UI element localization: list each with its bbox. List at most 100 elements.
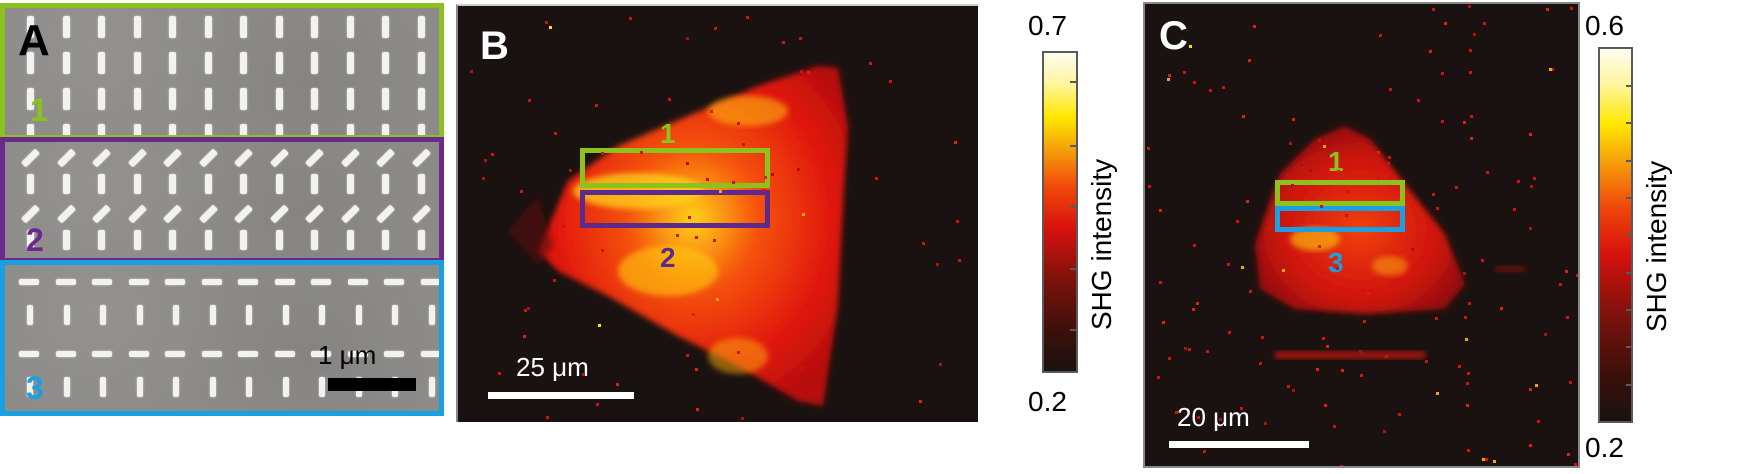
noise-speckle — [1196, 302, 1199, 305]
nanorod — [311, 279, 331, 285]
noise-speckle — [616, 383, 619, 386]
nanorod — [128, 351, 149, 357]
nanorod — [417, 174, 425, 194]
colorbar-c-tick — [1626, 234, 1632, 236]
noise-speckle — [598, 324, 601, 327]
nanorod — [62, 174, 70, 194]
nanorod — [92, 279, 112, 285]
noise-speckle — [706, 178, 709, 181]
panel-b-image: B 1 2 25 μm — [456, 4, 978, 422]
nanorod — [133, 124, 141, 135]
noise-speckle — [524, 309, 527, 312]
noise-speckle — [1323, 145, 1326, 148]
nanorod — [169, 124, 176, 135]
nanorod — [275, 88, 283, 110]
noise-speckle — [692, 313, 695, 316]
noise-speckle — [1455, 186, 1458, 189]
nanorod — [55, 279, 76, 285]
nanorod — [269, 148, 289, 168]
nanorod — [162, 148, 183, 168]
nanorod — [204, 16, 212, 38]
noise-speckle — [1316, 368, 1319, 371]
noise-speckle — [527, 307, 530, 310]
nanorod — [62, 52, 70, 74]
panel-c-image: C 1 3 20 μm — [1143, 2, 1580, 468]
noise-speckle — [922, 242, 925, 245]
nanorod — [238, 279, 258, 285]
noise-speckle — [695, 368, 698, 371]
nanorod — [311, 230, 318, 250]
roi-label-c-3: 3 — [1328, 247, 1344, 278]
noise-speckle — [1436, 207, 1439, 210]
noise-speckle — [688, 216, 691, 219]
nanorod — [417, 124, 425, 135]
noise-speckle — [936, 263, 939, 266]
noise-speckle — [939, 363, 942, 366]
nanorod — [346, 52, 354, 74]
noise-speckle — [1576, 274, 1578, 277]
nanorod — [240, 230, 247, 250]
noise-speckle — [1269, 227, 1272, 230]
noise-speckle — [1289, 142, 1292, 145]
noise-speckle — [1321, 271, 1324, 274]
noise-speckle — [1567, 453, 1570, 456]
nanorod — [136, 305, 143, 325]
nanorod — [62, 88, 70, 110]
noise-speckle — [869, 62, 872, 65]
noise-speckle — [807, 71, 810, 74]
noise-speckle — [713, 239, 716, 242]
nanorod — [198, 204, 218, 224]
nanorod — [173, 377, 179, 397]
noise-speckle — [1333, 425, 1336, 428]
noise-speckle — [1535, 384, 1538, 387]
noise-speckle — [1206, 350, 1209, 353]
nanorod — [274, 279, 295, 285]
noise-speckle — [554, 132, 557, 135]
noise-speckle — [710, 110, 713, 113]
nanorod — [304, 204, 325, 224]
noise-speckle — [686, 354, 689, 357]
nanorod — [311, 52, 318, 74]
noise-speckle — [1261, 336, 1264, 339]
nanorod — [162, 204, 183, 224]
noise-speckle — [545, 21, 548, 24]
noise-speckle — [1236, 220, 1239, 223]
noise-speckle — [1481, 259, 1484, 262]
noise-speckle — [1162, 321, 1165, 324]
nanorod — [204, 230, 212, 250]
noise-speckle — [1203, 450, 1206, 453]
noise-speckle — [1465, 338, 1468, 341]
colorbar-b-title: SHG intensity — [1086, 158, 1117, 330]
noise-speckle — [1309, 169, 1312, 172]
noise-speckle — [771, 173, 774, 176]
noise-speckle — [562, 225, 565, 228]
nanorod — [375, 204, 396, 224]
noise-speckle — [1385, 355, 1388, 358]
noise-speckle — [1544, 333, 1547, 336]
noise-speckle — [1425, 360, 1428, 363]
noise-speckle — [1458, 365, 1461, 368]
nanorod — [198, 148, 218, 168]
noise-speckle — [737, 351, 740, 354]
colorbar-c-tick — [1626, 122, 1632, 124]
noise-speckle — [1318, 245, 1321, 248]
nanorod — [201, 279, 222, 285]
nanorod — [27, 16, 34, 38]
nanorod — [319, 377, 325, 397]
noise-speckle — [601, 152, 604, 155]
scale-bar-label-c: 20 μm — [1177, 402, 1250, 432]
shg-signal-c — [1255, 126, 1525, 359]
noise-speckle — [1377, 151, 1380, 154]
nanorod — [346, 16, 354, 38]
nanorod — [91, 204, 112, 224]
nanorod — [428, 305, 435, 325]
roi-c-3 — [1275, 206, 1405, 232]
noise-speckle — [569, 169, 572, 172]
noise-speckle — [1301, 166, 1304, 169]
colorbar-b-tick — [1070, 81, 1076, 83]
noise-speckle — [719, 190, 722, 193]
nanorod — [98, 230, 105, 250]
noise-speckle — [1292, 118, 1295, 121]
nanorod — [27, 305, 33, 325]
noise-speckle — [742, 143, 745, 146]
